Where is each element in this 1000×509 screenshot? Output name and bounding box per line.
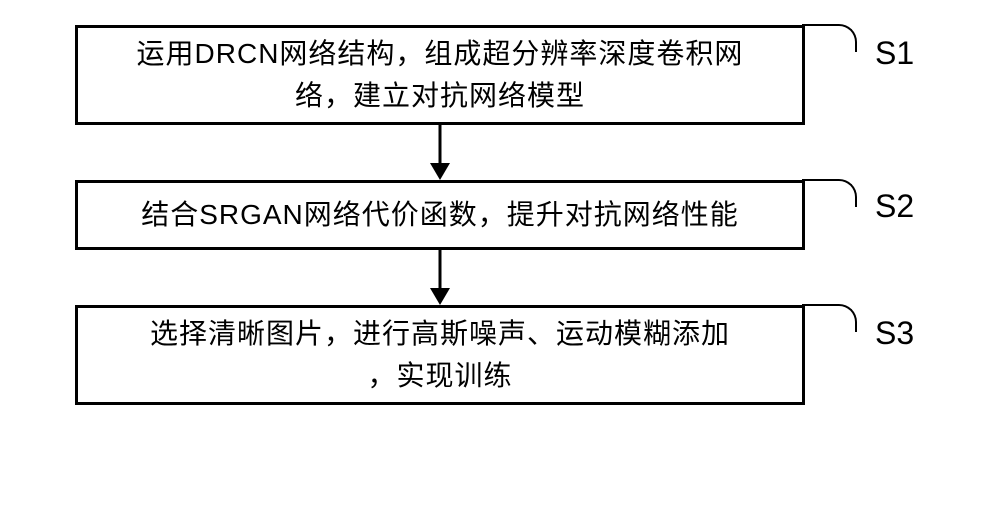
- connector-s1: [802, 24, 857, 52]
- arrow-down-icon: [420, 125, 460, 180]
- step-box-s3: 选择清晰图片，进行高斯噪声、运动模糊添加 ，实现训练: [75, 305, 805, 405]
- step-text-s1-line2: 络，建立对抗网络模型: [295, 75, 585, 117]
- flowchart-container: 运用DRCN网络结构，组成超分辨率深度卷积网 络，建立对抗网络模型 S1 结合S…: [75, 25, 875, 405]
- label-s2: S2: [875, 188, 914, 225]
- connector-s3: [802, 304, 857, 332]
- arrow-1: [75, 125, 805, 180]
- step-text-s2-line1: 结合SRGAN网络代价函数，提升对抗网络性能: [141, 194, 739, 236]
- label-s1: S1: [875, 35, 914, 72]
- connector-s2: [802, 179, 857, 207]
- step-text-s3-line2: ，实现训练: [367, 355, 512, 397]
- step-text-s1-line1: 运用DRCN网络结构，组成超分辨率深度卷积网: [137, 33, 744, 75]
- label-s3: S3: [875, 315, 914, 352]
- step-box-s2: 结合SRGAN网络代价函数，提升对抗网络性能: [75, 180, 805, 250]
- step-box-s1: 运用DRCN网络结构，组成超分辨率深度卷积网 络，建立对抗网络模型: [75, 25, 805, 125]
- arrow-down-icon: [420, 250, 460, 305]
- arrow-2: [75, 250, 805, 305]
- step-text-s3-line1: 选择清晰图片，进行高斯噪声、运动模糊添加: [150, 313, 730, 355]
